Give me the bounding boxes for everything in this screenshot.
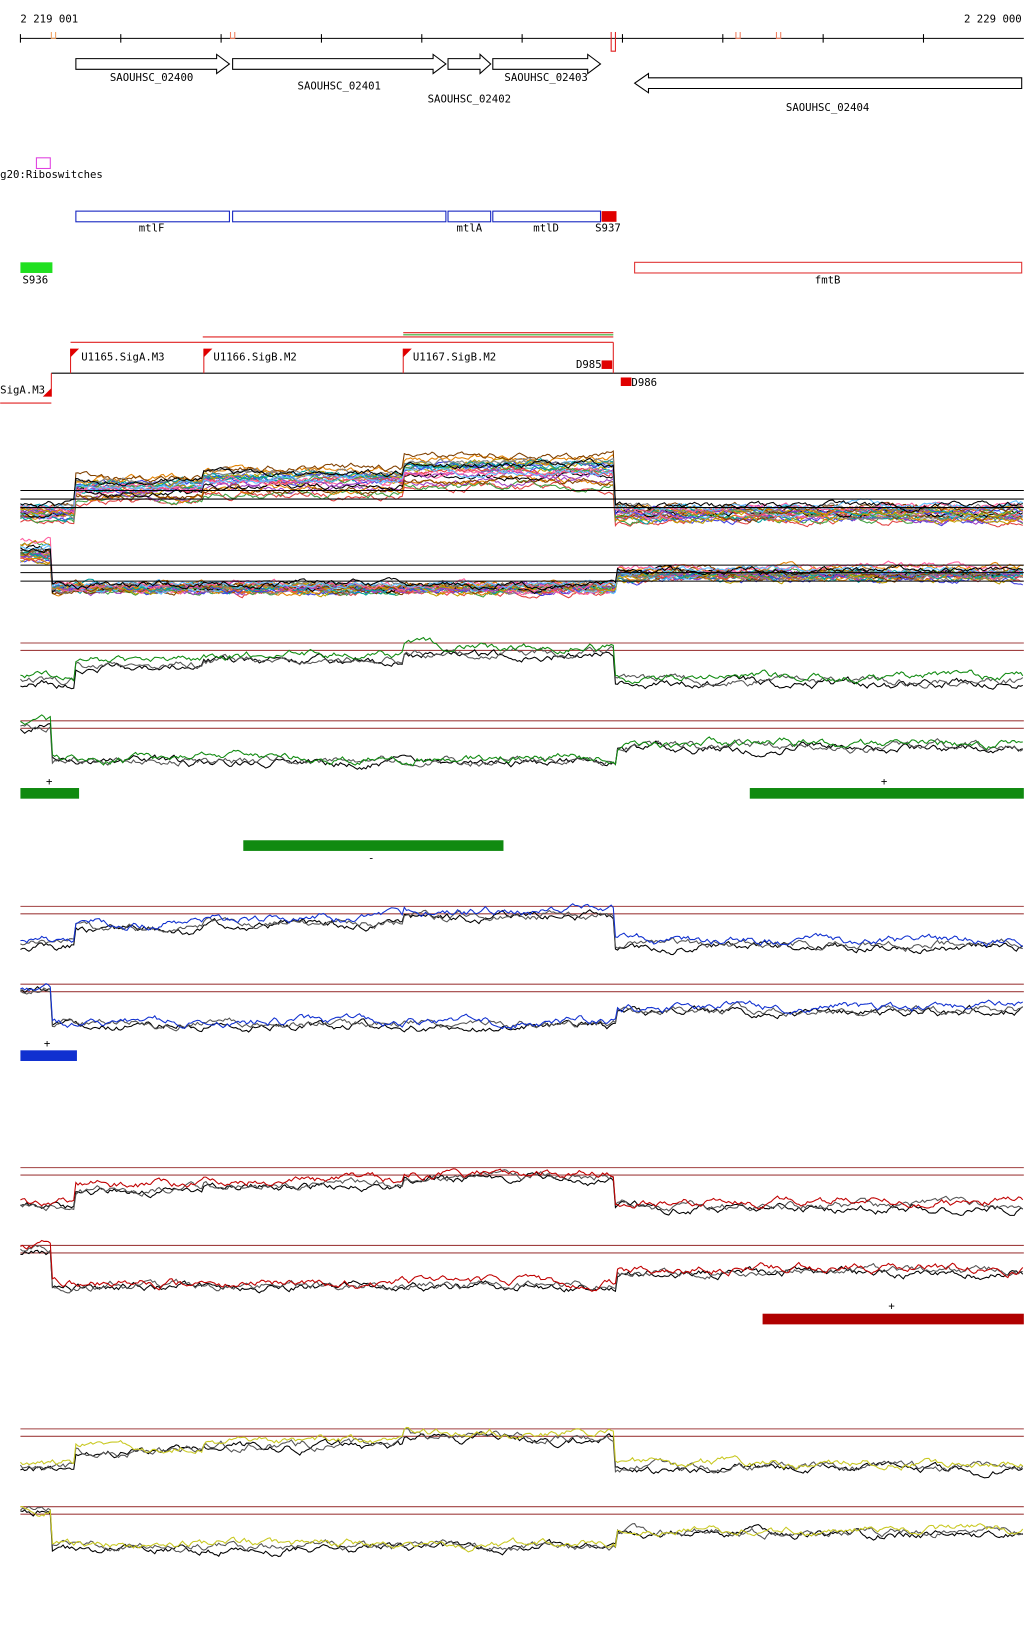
feature-box <box>601 211 617 222</box>
coverage-trace <box>20 909 1024 956</box>
coverage-trace <box>20 1426 1024 1471</box>
promoter-label: D986 <box>631 376 657 389</box>
coverage-trace <box>20 987 1024 1032</box>
coverage-trace <box>19 1427 1024 1474</box>
gene-label: SAOUHSC_02400 <box>110 71 193 84</box>
coverage-trace <box>20 457 1023 513</box>
gene-label: SAOUHSC_02402 <box>428 92 511 105</box>
coverage-trace <box>20 903 1024 948</box>
coverage-trace <box>20 909 1023 953</box>
coverage-trace <box>20 462 1024 525</box>
promoter-lines <box>0 332 614 404</box>
coverage-trace <box>20 645 1024 689</box>
riboswitch-box <box>35 157 51 170</box>
strand-bar <box>20 1050 77 1061</box>
coverage-trace <box>20 714 1023 767</box>
coverage-trace <box>20 986 1024 1033</box>
promoter-label: U1166.SigB.M2 <box>213 350 296 363</box>
coverage-trace <box>20 636 1024 685</box>
coverage-trace <box>20 466 1023 520</box>
strand-bar <box>20 788 80 799</box>
promoter-label: U1167.SigB.M2 <box>413 350 496 363</box>
promoter-label: SigA.M3 <box>0 383 45 396</box>
coverage-trace <box>20 1505 1024 1553</box>
coverage-trace <box>20 552 1024 594</box>
feature-label: S937 <box>595 221 621 234</box>
feature-label: mtlA <box>457 221 483 234</box>
ruler-start: 2 219 001 <box>20 12 78 25</box>
coverage-trace <box>20 1168 1024 1210</box>
gene-arrows <box>75 53 1023 94</box>
feature-box <box>634 261 1023 274</box>
ruler-mark <box>229 31 236 39</box>
coverage-trace <box>20 1431 1024 1479</box>
coverage-trace <box>20 464 1024 513</box>
strand-label: - <box>368 852 374 865</box>
coverage-trace <box>20 648 1023 690</box>
ruler-mark <box>50 31 57 39</box>
feature-label: mtlF <box>139 221 165 234</box>
gene-label: SAOUHSC_02401 <box>298 80 381 93</box>
ruler-mark <box>735 31 741 39</box>
feature-label: mtlD <box>533 221 559 234</box>
strand-label: + <box>888 1299 894 1312</box>
promoter-label: U1165.SigA.M3 <box>81 350 164 363</box>
feature-boxes <box>75 210 602 223</box>
coverage-trace <box>20 1171 1023 1217</box>
strand-label: + <box>881 775 887 788</box>
strand-bar <box>762 1313 1024 1325</box>
coverage-trace <box>20 983 1024 1031</box>
coverage-trace <box>20 723 1024 768</box>
strand-bar <box>243 840 504 851</box>
coverage-trace <box>20 1506 1024 1553</box>
ruler-mark <box>610 31 616 52</box>
coverage-trace <box>20 1509 1023 1558</box>
riboswitch-label: g20:Riboswitches <box>0 168 103 181</box>
strand-label: + <box>44 1037 50 1050</box>
feature-box <box>20 262 53 273</box>
coverage-trace <box>20 1244 1023 1294</box>
ruler-end: 2 229 000 <box>964 12 1022 25</box>
strand-bar <box>749 788 1024 799</box>
ruler-mark <box>775 31 782 39</box>
strand-label: + <box>46 775 52 788</box>
gene-label: SAOUHSC_02403 <box>504 71 587 84</box>
gene-label: SAOUHSC_02404 <box>786 101 869 114</box>
feature-label: fmtB <box>815 274 841 287</box>
promoter-label: D985 <box>576 358 602 371</box>
feature-label: S936 <box>23 274 49 287</box>
coverage-trace <box>20 1239 1024 1292</box>
